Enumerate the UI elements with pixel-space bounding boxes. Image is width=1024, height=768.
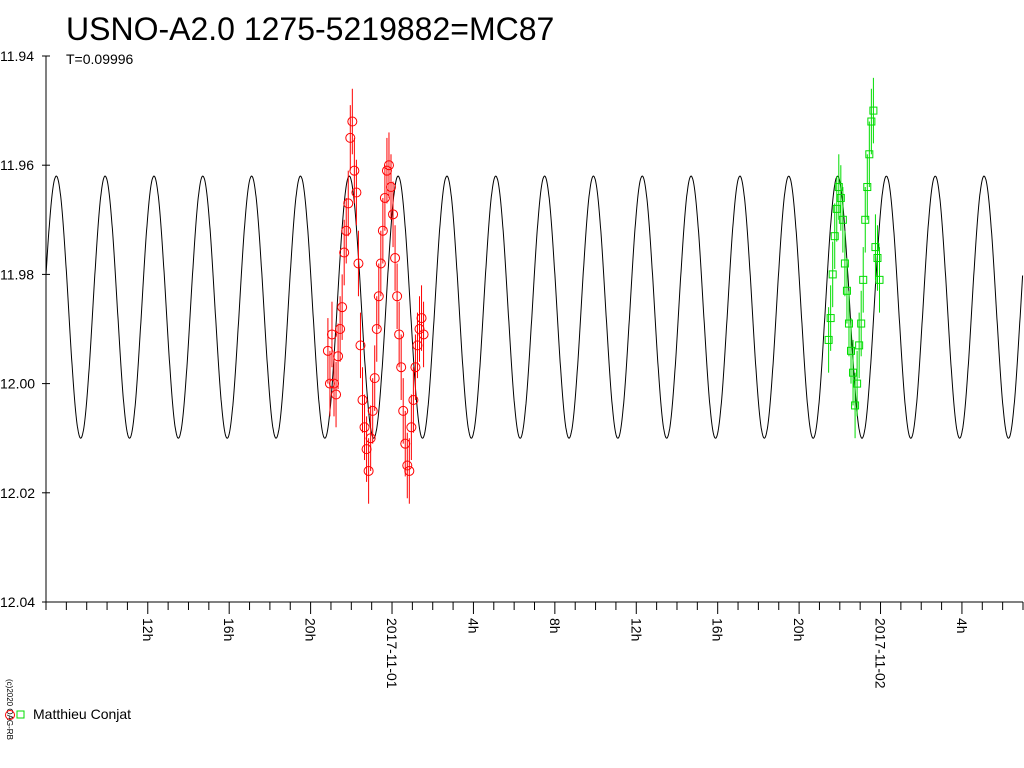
data-point-circle (369, 373, 380, 384)
data-point-square (873, 254, 882, 263)
data-point-square (863, 183, 872, 192)
data-point-circle (398, 405, 409, 416)
data-point-circle (341, 225, 352, 236)
x-tick-label: 2017-11-01 (384, 618, 400, 689)
data-point-circle (359, 422, 370, 433)
data-point-circle (392, 291, 403, 302)
x-tick-label: 16h (710, 618, 726, 641)
data-point-circle (333, 351, 344, 362)
data-point-square (867, 117, 876, 126)
data-point-circle (383, 160, 394, 171)
y-tick-label: 11.98 (0, 266, 34, 282)
data-point-circle (377, 225, 388, 236)
data-point-square (838, 215, 847, 224)
data-point-circle (355, 340, 366, 351)
data-point-square (847, 346, 856, 355)
observations (322, 77, 884, 504)
data-point-square (857, 319, 866, 328)
data-point-circle (347, 116, 358, 127)
data-point-circle (357, 394, 368, 405)
x-tick-label: 8h (547, 618, 563, 634)
y-tick-label: 12.00 (0, 376, 35, 392)
x-axis: 12h 16h 20h 2017-11-01 4h 8h 12h 16h 20h 2017-11-… (45, 602, 1024, 689)
data-point-square (832, 204, 841, 213)
x-tick-label: 4h (465, 618, 481, 634)
data-point-circle (388, 209, 399, 220)
data-point-square (859, 275, 868, 284)
data-point-circle (353, 258, 364, 269)
data-point-square (871, 243, 880, 252)
data-point-square (826, 314, 835, 323)
y-tick-label: 12.02 (0, 485, 35, 501)
data-point-square (865, 150, 874, 159)
model-curve (45, 175, 1024, 439)
data-point-circle (331, 389, 342, 400)
x-tick-label: 4h (954, 618, 970, 634)
data-point-square (840, 259, 849, 268)
legend: Matthieu Conjat (5, 706, 131, 722)
chart-subtitle: T=0.09996 (66, 51, 134, 67)
data-point-circle (363, 465, 374, 476)
data-point-square (853, 379, 862, 388)
x-tick-label: 2017-11-02 (873, 618, 889, 689)
model-curve-group (45, 175, 1024, 439)
red-circle-series (322, 88, 429, 504)
y-tick-label: 11.96 (0, 157, 34, 173)
data-point-square (869, 106, 878, 115)
data-point-circle (326, 329, 337, 340)
green-square-series (824, 77, 884, 439)
data-point-circle (375, 258, 386, 269)
data-point-square (824, 335, 833, 344)
legend-square-marker (16, 710, 25, 719)
data-point-circle (337, 302, 348, 313)
data-point-square (842, 286, 851, 295)
data-point-circle (386, 182, 397, 193)
data-point-circle (339, 247, 350, 258)
data-point-circle (396, 362, 407, 373)
plot-frame (45, 56, 1023, 603)
x-tick-label: 20h (791, 618, 807, 641)
data-point-square (836, 193, 845, 202)
data-point-circle (373, 291, 384, 302)
data-point-square (844, 319, 853, 328)
data-point-square (834, 183, 843, 192)
x-tick-label: 12h (140, 618, 156, 641)
chart-title: USNO-A2.0 1275-5219882=MC87 (66, 11, 554, 47)
copyright-text: (c)2020 OAG-RB (5, 679, 14, 740)
data-point-square (855, 341, 864, 350)
y-tick-label: 12.04 (0, 594, 35, 610)
data-point-circle (371, 324, 382, 334)
legend-label: Matthieu Conjat (33, 706, 131, 722)
data-point-circle (394, 329, 405, 340)
data-point-square (849, 368, 858, 377)
data-point-square (830, 232, 839, 241)
legend-circle-marker (5, 710, 15, 720)
data-point-circle (410, 362, 421, 373)
data-point-square (851, 401, 860, 410)
data-point-circle (406, 422, 417, 433)
data-point-square (875, 275, 884, 284)
data-point-circle (416, 313, 427, 324)
data-point-circle (367, 405, 378, 416)
y-tick-label: 11.94 (0, 48, 34, 64)
x-tick-label: 16h (221, 618, 237, 641)
data-point-circle (351, 187, 362, 198)
data-point-square (828, 270, 837, 279)
data-point-circle (343, 198, 354, 209)
data-point-circle (349, 165, 360, 176)
data-point-circle (418, 329, 429, 340)
data-point-circle (335, 324, 346, 334)
data-point-circle (365, 433, 376, 444)
data-point-circle (390, 253, 401, 264)
data-point-square (861, 215, 870, 224)
data-point-circle (404, 465, 415, 476)
data-point-circle (402, 460, 413, 471)
data-point-circle (408, 394, 419, 405)
x-tick-label: 12h (628, 618, 644, 641)
x-tick-label: 20h (303, 618, 319, 641)
y-axis: 11.94 11.96 11.98 12.00 12.02 12.04 (0, 48, 50, 610)
